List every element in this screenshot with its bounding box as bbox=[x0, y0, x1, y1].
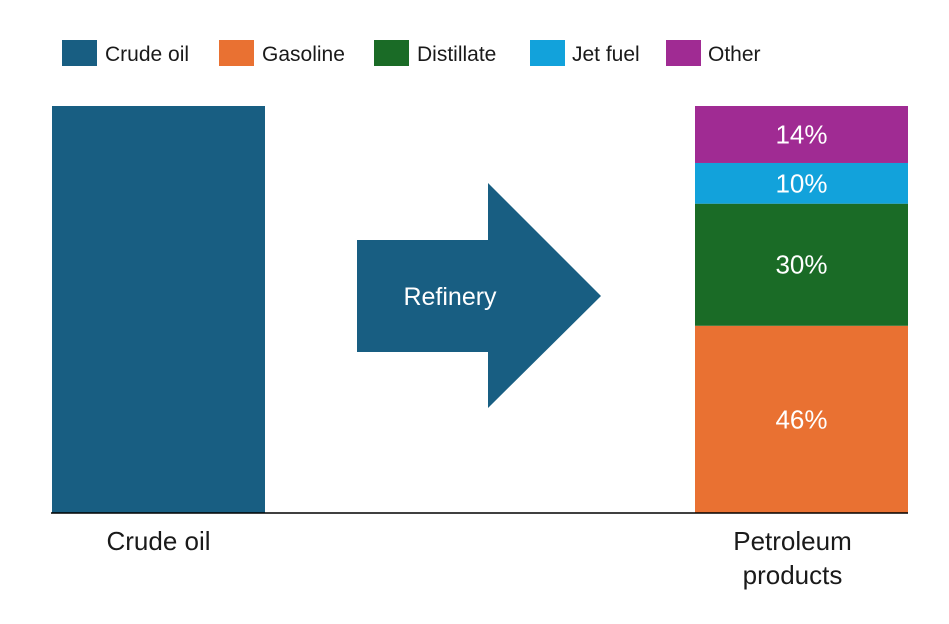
legend-swatch-other bbox=[666, 40, 701, 66]
legend-label-distillate: Distillate bbox=[417, 43, 496, 66]
refinery-label: Refinery bbox=[403, 283, 497, 311]
bar-petroleum-products-gasoline bbox=[695, 325, 908, 513]
bars: 46% 30% 10% 14% bbox=[52, 106, 908, 513]
legend-swatch-crude-oil bbox=[62, 40, 97, 66]
legend-label-gasoline: Gasoline bbox=[262, 43, 345, 66]
legend-label-other: Other bbox=[708, 43, 761, 66]
legend-swatch-gasoline bbox=[219, 40, 254, 66]
category-label-crude-oil: Crude oil bbox=[106, 526, 210, 556]
bar-petroleum-products-jet-fuel bbox=[695, 162, 908, 204]
refinery-arrow bbox=[357, 183, 601, 408]
bar-petroleum-products-other bbox=[695, 106, 908, 163]
data-label-gasoline: 46% bbox=[775, 404, 827, 434]
legend-swatch-jet-fuel bbox=[530, 40, 565, 66]
bar-crude-oil-crude-oil bbox=[52, 106, 265, 513]
data-label-distillate: 30% bbox=[775, 250, 827, 280]
legend-label-crude-oil: Crude oil bbox=[105, 43, 189, 66]
category-label-petroleum-products: Petroleum products bbox=[733, 526, 852, 590]
legend-label-jet-fuel: Jet fuel bbox=[572, 43, 640, 66]
data-label-jet-fuel: 10% bbox=[775, 168, 827, 198]
data-label-other: 14% bbox=[775, 119, 827, 149]
legend-swatch-distillate bbox=[374, 40, 409, 66]
bar-petroleum-products-distillate bbox=[695, 203, 908, 326]
legend: Crude oil Gasoline Distillate Jet fuel Other bbox=[62, 40, 761, 66]
category-labels: Crude oil Petroleum products bbox=[106, 526, 851, 590]
refinery-arrow-group: Refinery bbox=[357, 183, 601, 408]
